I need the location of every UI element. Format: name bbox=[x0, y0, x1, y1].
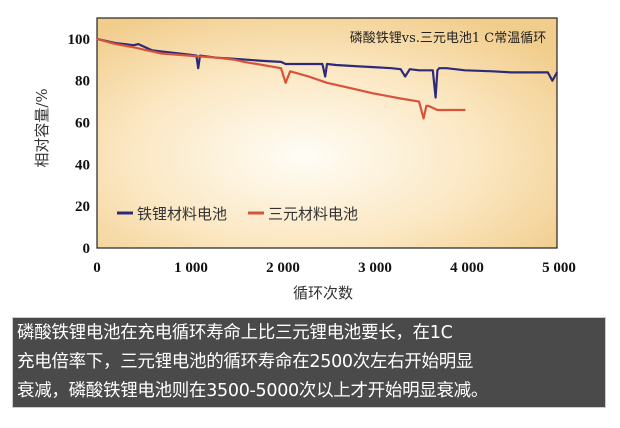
y-axis-label: 相对容量/% bbox=[33, 88, 51, 167]
data-point bbox=[324, 75, 326, 78]
data-point bbox=[234, 59, 236, 61]
data-point bbox=[96, 38, 98, 40]
x-axis-label: 循环次数 bbox=[293, 284, 353, 302]
data-point bbox=[390, 67, 393, 69]
data-point bbox=[215, 56, 218, 59]
data-point bbox=[399, 68, 402, 71]
data-point bbox=[133, 46, 135, 49]
data-point bbox=[326, 63, 328, 65]
data-point bbox=[438, 67, 441, 69]
data-point bbox=[436, 109, 439, 111]
data-point bbox=[197, 67, 199, 69]
data-point bbox=[399, 97, 402, 100]
data-point bbox=[445, 67, 448, 69]
data-point bbox=[372, 92, 374, 95]
data-point bbox=[280, 61, 282, 63]
data-point bbox=[404, 75, 407, 78]
y-tick-label: 0 bbox=[83, 241, 91, 257]
y-tick-label: 20 bbox=[75, 199, 90, 215]
data-point bbox=[284, 63, 287, 65]
plot-area bbox=[96, 17, 558, 249]
caption-line: 充电倍率下，三元锂电池的循环寿命在2500次左右开始明显 bbox=[17, 352, 474, 372]
data-point bbox=[491, 70, 494, 73]
data-point bbox=[432, 69, 434, 72]
data-point bbox=[243, 61, 245, 63]
data-point bbox=[326, 82, 328, 84]
legend-label-lfp: 铁锂材料电池 bbox=[137, 205, 227, 223]
data-point bbox=[142, 48, 144, 51]
y-tick-label: 80 bbox=[75, 74, 90, 90]
data-point bbox=[307, 75, 310, 78]
data-point bbox=[464, 109, 466, 111]
data-point bbox=[284, 82, 287, 84]
data-point bbox=[160, 50, 163, 53]
data-point bbox=[409, 68, 411, 71]
data-point bbox=[547, 71, 549, 74]
x-tick-label: 1 000 bbox=[174, 260, 208, 276]
data-point bbox=[335, 64, 338, 66]
data-point bbox=[280, 67, 282, 69]
data-point bbox=[510, 71, 512, 74]
data-point bbox=[434, 96, 437, 99]
data-point bbox=[353, 88, 356, 90]
annotation: 磷酸铁锂vs.三元电池1 C常温循环 bbox=[350, 31, 547, 46]
data-point bbox=[427, 105, 430, 107]
data-point bbox=[160, 52, 163, 55]
data-point bbox=[464, 69, 466, 72]
data-point bbox=[353, 65, 356, 67]
x-tick-label: 2 000 bbox=[266, 260, 300, 276]
caption-line: 磷酸铁锂电池在充电循环寿命上比三元锂电池要长，在1C bbox=[17, 323, 453, 343]
data-point bbox=[321, 63, 324, 65]
data-point bbox=[556, 71, 558, 74]
data-point bbox=[422, 117, 425, 120]
y-tick-label: 60 bbox=[75, 116, 90, 132]
data-point bbox=[445, 109, 448, 111]
x-tick-label: 0 bbox=[93, 260, 101, 276]
data-point bbox=[425, 105, 428, 107]
data-point bbox=[436, 69, 439, 72]
data-point bbox=[188, 54, 190, 57]
legend: 铁锂材料电池 三元材料电池 bbox=[117, 205, 358, 223]
data-point bbox=[261, 60, 264, 62]
data-point bbox=[307, 63, 310, 65]
data-point bbox=[551, 79, 554, 82]
x-tick-label: 5 000 bbox=[542, 260, 576, 276]
legend-label-ncm: 三元材料电池 bbox=[268, 205, 358, 223]
data-point bbox=[372, 66, 374, 68]
y-tick-label: 40 bbox=[75, 157, 90, 173]
data-point bbox=[418, 69, 420, 72]
data-point bbox=[528, 71, 531, 74]
data-point bbox=[114, 43, 117, 45]
x-tick-label: 4 000 bbox=[450, 260, 484, 276]
x-tick-label: 3 000 bbox=[358, 260, 392, 276]
data-point bbox=[289, 70, 292, 73]
data-point bbox=[133, 44, 135, 46]
caption-box: 磷酸铁锂电池在充电循环寿命上比三元锂电池要长，在1C 充电倍率下，三元锂电池的循… bbox=[12, 317, 606, 408]
y-tick-label: 100 bbox=[68, 32, 91, 48]
data-point bbox=[418, 100, 420, 103]
data-point bbox=[137, 43, 140, 45]
caption-line: 衰减，磷酸铁锂电池则在3500-5000次以上才开始明显衰减。 bbox=[17, 381, 489, 401]
data-point bbox=[261, 64, 264, 66]
